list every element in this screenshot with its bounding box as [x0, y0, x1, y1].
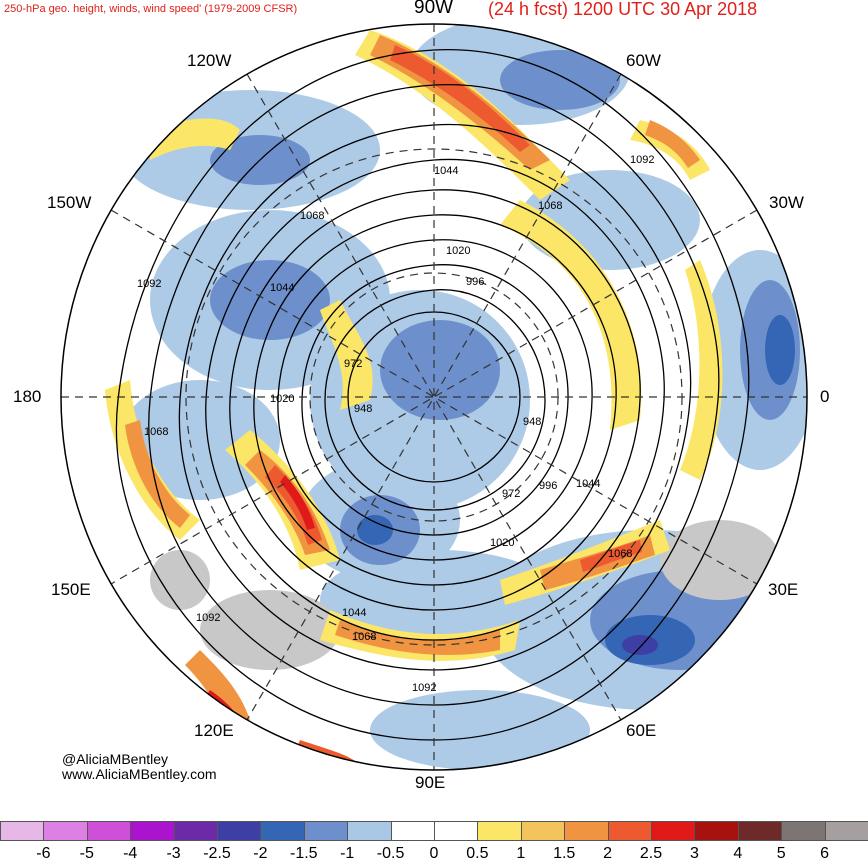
credit-handle: @AliciaMBentley: [62, 751, 169, 767]
contour-label: 948: [354, 403, 372, 415]
lon-label-90w: 90W: [414, 0, 454, 18]
lon-label-180: 180: [13, 387, 42, 406]
colorbar-tick-label: -2.5: [203, 845, 231, 862]
contour-label-layer: 1092 1044 1092 1068 1068 1044 1020 996 1…: [137, 154, 654, 694]
colorbar-tick-label: 0.5: [466, 845, 489, 862]
contour-label: 972: [344, 358, 362, 370]
colorbar-swatch: [737, 821, 783, 841]
colorbar-tick-label: -6: [36, 845, 51, 862]
colorbar-swatch: [390, 821, 435, 841]
colorbar-tick-label: 2.5: [639, 845, 663, 862]
colorbar-tick-label: 1.5: [553, 845, 576, 862]
graticule: [61, 24, 807, 770]
contour-label: 996: [539, 480, 557, 492]
contour-label: 1068: [608, 548, 632, 560]
lon-label-120w: 120W: [187, 51, 232, 70]
colorbar-swatch: [130, 821, 175, 841]
colorbar-swatch: [607, 821, 652, 841]
lon-label-90e: 90E: [415, 773, 446, 792]
contour-label: 1020: [446, 245, 470, 257]
colorbar-swatch: [173, 821, 218, 841]
contour-label: 1068: [144, 426, 168, 438]
colorbar-tick-label: 6: [820, 845, 830, 862]
contour-label: 1044: [270, 282, 294, 294]
colorbar-swatch: [651, 821, 696, 841]
forecast-time-title: (24 h fcst) 1200 UTC 30 Apr 2018: [488, 0, 758, 19]
colorbar-swatch: [0, 821, 45, 841]
contour-label: 1068: [352, 631, 376, 643]
contour-label: 996: [466, 276, 484, 288]
colorbar-swatch: [434, 821, 479, 841]
colorbar-tick-label: 0: [429, 845, 439, 862]
colorbar-swatch: [694, 821, 739, 841]
colorbar-tick-label: -2: [253, 845, 268, 862]
contour-label: 1092: [630, 154, 654, 166]
contour-label: 1044: [576, 478, 600, 490]
contour-label: 1044: [434, 165, 458, 177]
lon-label-30e: 30E: [768, 580, 799, 599]
lon-label-150e: 150E: [51, 580, 91, 599]
colorbar-swatch: [347, 821, 392, 841]
colorbar-swatch: [520, 821, 566, 841]
map-border: [60, 23, 808, 771]
colorbar-swatch: [303, 821, 349, 841]
contour-label: 1092: [412, 682, 436, 694]
colorbar-tick-label: -3: [166, 845, 181, 862]
colorbar-tick-label: -1: [340, 845, 355, 862]
polar-stereographic-map: 1092 1044 1092 1068 1068 1044 1020 996 1…: [60, 23, 808, 771]
contour-label: 1020: [490, 537, 514, 549]
map-title-left: 250-hPa geo. height, winds, wind speed' …: [4, 3, 298, 15]
colorbar-swatch: [564, 821, 609, 841]
colorbar-swatch: [217, 821, 262, 841]
colorbar-swatch: [260, 821, 305, 841]
colorbar-tick-label: 2: [603, 845, 613, 862]
contour-label: 972: [502, 488, 520, 500]
contour-label: 948: [523, 416, 541, 428]
colorbar-tick-label: 1: [516, 845, 526, 862]
lon-label-60e: 60E: [626, 721, 657, 740]
lon-label-60w: 60W: [626, 51, 661, 70]
colorbar-swatch: [824, 821, 868, 841]
lon-label-30w: 30W: [769, 193, 804, 212]
colorbar-tick-label: 5: [776, 845, 786, 862]
contour-label: 1092: [137, 278, 161, 290]
colorbar: -6 -5 -4 -3 -2.5 -2 -1.5 -1 -0.5 0 0.5 1 1.5 2 2.5 3 4 5 6: [0, 821, 868, 865]
contour-label: 1044: [342, 607, 366, 619]
contour-label: 1068: [300, 210, 324, 222]
colorbar-tick-label: -1.5: [290, 845, 318, 862]
colorbar-tick-label: -4: [123, 845, 138, 862]
contour-label: 1068: [538, 200, 562, 212]
lon-label-0: 0: [820, 387, 830, 406]
colorbar-swatch: [43, 821, 88, 841]
colorbar-swatch: [86, 821, 132, 841]
shading-layer: [105, 24, 807, 770]
lon-label-120e: 120E: [194, 721, 234, 740]
colorbar-tick-label: 3: [689, 845, 699, 862]
contour-label: 1092: [196, 612, 220, 624]
colorbar-swatch: [477, 821, 522, 841]
colorbar-tick-label: -5: [79, 845, 94, 862]
contour-label: 1020: [270, 393, 294, 405]
colorbar-swatch: [781, 821, 826, 841]
colorbar-tick-label: 4: [733, 845, 743, 862]
credit-website: www.AliciaMBentley.com: [62, 766, 217, 782]
colorbar-tick-label: -0.5: [376, 845, 405, 862]
lon-label-150w: 150W: [47, 193, 92, 212]
